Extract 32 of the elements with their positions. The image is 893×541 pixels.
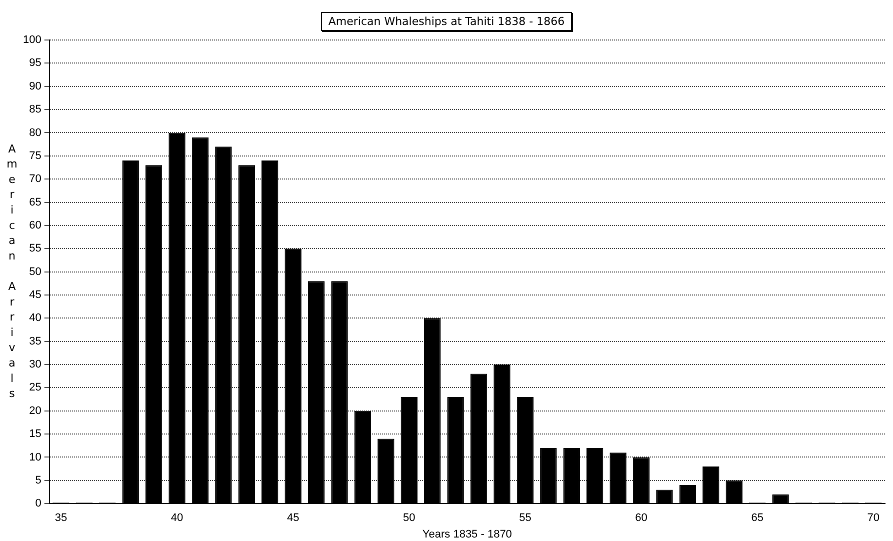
x-tick-label: 60 (635, 512, 648, 524)
y-tick-label: 85 (29, 104, 42, 116)
y-tick-label: 70 (29, 173, 42, 186)
y-tick-label: 35 (29, 335, 42, 348)
y-tick-label: 40 (29, 312, 42, 324)
y-tick-label: 10 (29, 451, 42, 464)
x-tick-label: 55 (519, 512, 532, 524)
y-tick-label: 50 (29, 266, 42, 278)
y-tick-label: 45 (29, 289, 42, 302)
x-tick-label: 65 (751, 512, 764, 524)
y-tick-label: 5 (35, 474, 42, 486)
x-tick-label: 35 (54, 512, 68, 524)
y-tick-label: 75 (29, 150, 42, 162)
x-axis-title: Years 1835 - 1870 (422, 528, 512, 540)
y-tick-label: 30 (29, 358, 42, 371)
chart-title: American Whaleships at Tahiti 1838 - 1866 (321, 12, 572, 31)
y-tick-label: 25 (29, 382, 42, 394)
y-tick-label: 90 (29, 80, 42, 92)
y-tick-label: 15 (29, 428, 42, 440)
x-tick-label: 70 (867, 512, 880, 524)
y-tick-label: 60 (29, 219, 42, 232)
y-tick-label: 100 (22, 34, 42, 46)
text: American Arrivals (6, 142, 18, 400)
y-tick-label: 20 (29, 404, 42, 417)
y-tick-label: 0 (35, 498, 42, 510)
y-tick-label: 65 (29, 196, 42, 208)
x-tick-label: 40 (170, 512, 184, 524)
x-tick-label: 45 (286, 512, 300, 524)
y-tick-label: 80 (29, 126, 42, 139)
y-tick-label: 95 (29, 57, 42, 70)
y-tick-label: 55 (29, 242, 42, 255)
x-tick-label: 50 (403, 512, 416, 524)
